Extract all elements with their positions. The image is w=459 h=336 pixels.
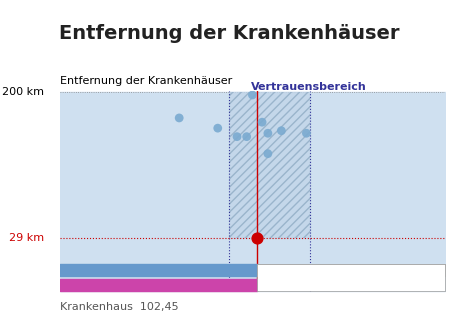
Text: 200 km: 200 km [2,87,44,97]
Point [264,131,272,136]
Point [278,128,285,133]
Point [264,151,272,156]
Point [258,120,266,125]
Text: 29 km: 29 km [9,233,44,243]
Point [243,134,250,139]
Point [214,125,221,131]
Bar [230,92,310,238]
Text: Vertrauensbereich: Vertrauensbereich [251,82,366,92]
Text: Krankenhaus  102,45: Krankenhaus 102,45 [60,302,178,312]
Point [175,115,183,121]
Point [253,235,261,241]
Text: Entfernung der Krankenhäuser: Entfernung der Krankenhäuser [60,76,232,86]
Text: Entfernung der Krankenhäuser: Entfernung der Krankenhäuser [59,24,400,43]
Point [249,92,256,98]
Point [303,131,310,136]
Point [233,134,241,139]
